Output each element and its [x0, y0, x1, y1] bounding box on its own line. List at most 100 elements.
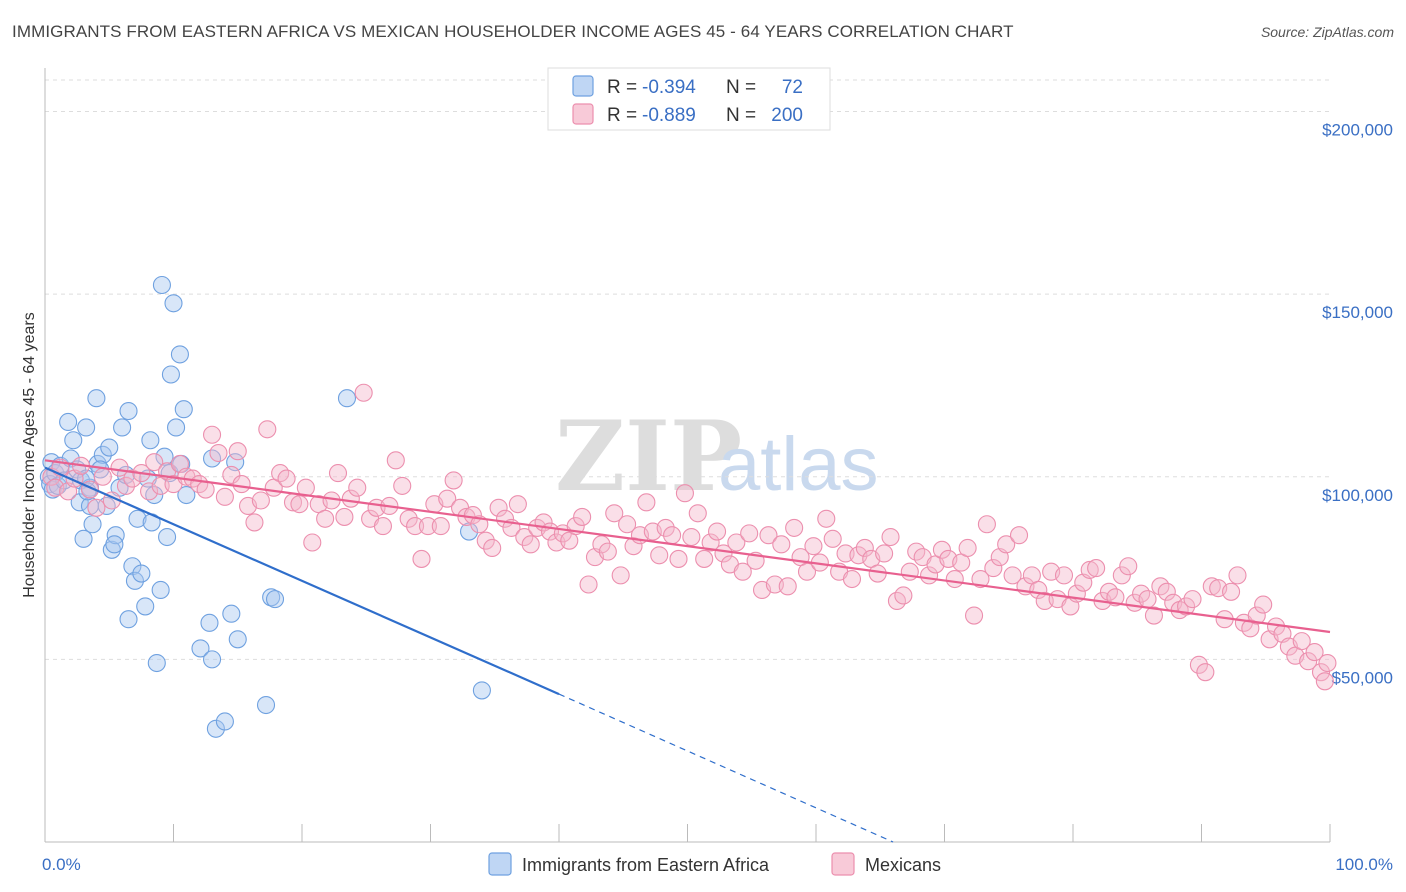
data-point — [174, 400, 193, 419]
legend-r-label: R = — [607, 77, 637, 98]
data-point — [113, 418, 132, 437]
data-point — [598, 542, 617, 561]
data-point — [128, 509, 147, 528]
data-point — [695, 549, 714, 568]
trend-lines — [44, 459, 1331, 843]
gridlines — [45, 79, 1330, 660]
data-point — [177, 485, 196, 505]
data-point — [476, 531, 495, 550]
data-point — [125, 571, 144, 590]
data-point — [1299, 652, 1318, 671]
series-legend: Immigrants from Eastern Africa Mexicans — [488, 852, 941, 876]
data-point — [316, 509, 335, 528]
data-point — [59, 412, 78, 432]
data-point — [592, 535, 611, 554]
series-legend-swatch-eastern-africa — [488, 852, 512, 876]
legend-n-label: N = — [726, 105, 756, 126]
data-point — [64, 431, 83, 450]
data-point — [228, 442, 247, 461]
series-legend-swatch-mexicans — [831, 852, 855, 876]
data-point — [701, 533, 720, 552]
legend-r-value: -0.394 — [642, 77, 696, 98]
data-point — [573, 507, 592, 526]
data-point — [328, 464, 348, 483]
trend-line-mexicans — [44, 459, 1331, 634]
data-point — [77, 418, 96, 437]
data-point — [778, 577, 797, 596]
data-point — [256, 695, 276, 715]
data-point — [123, 557, 142, 576]
data-point — [1003, 566, 1022, 585]
data-point — [1177, 597, 1196, 616]
data-point — [508, 495, 527, 514]
data-point — [714, 544, 733, 563]
data-point — [579, 575, 598, 594]
data-point — [164, 294, 183, 313]
data-point — [203, 425, 222, 444]
data-point — [971, 569, 990, 589]
data-point — [875, 544, 894, 563]
stats-legend: R = -0.394 N = 72 R = -0.889 N = 200 — [547, 67, 831, 131]
data-point — [145, 485, 164, 505]
watermark-atlas: atlas — [718, 422, 879, 507]
data-point — [855, 538, 874, 558]
stats-legend-box — [547, 67, 831, 131]
data-point — [147, 653, 166, 673]
data-point — [100, 438, 119, 457]
data-point — [444, 471, 463, 490]
data-point — [251, 491, 270, 510]
data-point — [83, 515, 102, 534]
data-point — [1080, 560, 1099, 579]
y-tick-label: $100,000 — [1322, 486, 1393, 505]
data-point — [1196, 663, 1215, 682]
data-point — [1144, 606, 1164, 625]
data-point — [74, 529, 93, 548]
data-points — [39, 275, 1337, 738]
data-point — [373, 517, 393, 536]
series-legend-label-mexicans: Mexicans — [865, 855, 941, 875]
series-mexicans-points — [42, 383, 1337, 691]
data-point — [265, 590, 285, 609]
data-point — [399, 509, 418, 528]
data-point — [1157, 582, 1176, 601]
data-point — [483, 538, 502, 558]
data-point — [93, 445, 112, 464]
data-point — [222, 465, 241, 484]
data-point — [984, 559, 1003, 578]
data-point — [155, 447, 174, 466]
data-point — [463, 506, 482, 525]
data-point — [472, 681, 491, 700]
data-point — [1009, 526, 1029, 545]
data-point — [1247, 606, 1266, 625]
data-point — [1228, 566, 1247, 585]
trend-line-eastern-africa — [44, 466, 560, 696]
data-point — [151, 580, 170, 600]
chart-title: IMMIGRANTS FROM EASTERN AFRICA VS MEXICA… — [12, 22, 1014, 41]
data-point — [881, 527, 900, 547]
x-tick-label: 0.0% — [42, 855, 81, 874]
legend-r-value: -0.889 — [642, 105, 696, 126]
data-point — [1318, 653, 1337, 673]
data-point — [438, 489, 457, 508]
data-point — [997, 535, 1016, 554]
data-point — [682, 527, 701, 547]
data-point — [228, 630, 247, 649]
data-point — [624, 537, 643, 556]
legend-n-value: 72 — [782, 77, 803, 98]
data-point — [842, 569, 862, 589]
data-point — [386, 451, 405, 470]
data-point — [341, 489, 360, 508]
data-point — [521, 535, 540, 554]
data-point — [785, 518, 804, 537]
data-point — [119, 610, 138, 629]
y-tick-label: $200,000 — [1322, 121, 1393, 140]
data-point — [759, 526, 778, 545]
data-point — [277, 469, 296, 488]
data-point — [817, 509, 836, 528]
data-point — [406, 517, 425, 536]
data-point — [669, 549, 688, 568]
data-point — [215, 487, 234, 506]
data-point — [977, 515, 996, 534]
y-tick-labels: $50,000 $100,000 $150,000 $200,000 — [1322, 121, 1393, 688]
